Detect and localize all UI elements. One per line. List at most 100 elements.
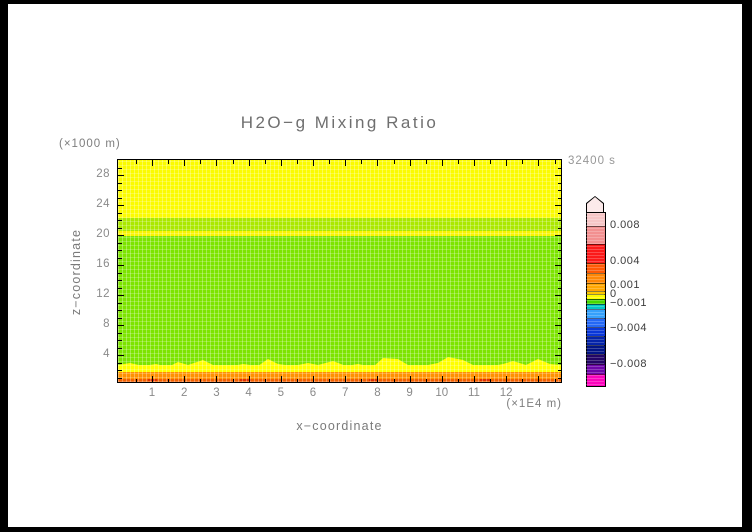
tick-mark — [248, 376, 250, 382]
tick-mark — [557, 340, 561, 341]
tick-mark — [329, 378, 331, 382]
tick-mark — [345, 376, 347, 382]
tick-mark — [409, 160, 411, 166]
x-axis-unit-label: (×1E4 m) — [506, 398, 562, 410]
chart-title: H2O−g Mixing Ratio — [240, 113, 439, 132]
tick-mark — [232, 160, 234, 164]
tick-mark — [296, 160, 298, 164]
colorbar-label: −0.004 — [610, 322, 647, 334]
x-tick-label: 9 — [406, 387, 413, 399]
tick-mark — [118, 265, 124, 266]
tick-mark — [118, 310, 122, 311]
tick-mark — [557, 362, 561, 364]
tick-mark — [168, 160, 170, 164]
tick-mark — [557, 182, 561, 184]
tick-mark — [329, 160, 331, 164]
tick-mark — [554, 160, 556, 164]
tick-mark — [557, 370, 561, 371]
tick-mark — [118, 332, 122, 334]
colorbar-segment — [587, 244, 605, 263]
frame-right — [742, 0, 752, 532]
tick-mark — [393, 378, 395, 382]
tick-mark — [522, 378, 524, 382]
tick-mark — [557, 250, 561, 251]
tick-mark — [200, 378, 202, 382]
field-band — [118, 235, 561, 365]
tick-mark — [184, 376, 186, 382]
colorbar-segment — [587, 304, 605, 309]
y-axis-title: z−coordinate — [69, 228, 83, 316]
colorbar-segment — [587, 299, 605, 304]
tick-mark — [296, 378, 298, 382]
x-tick-label: 5 — [277, 387, 284, 399]
x-axis-title: x−coordinate — [296, 419, 383, 433]
y-tick-label: 28 — [96, 168, 110, 180]
tick-mark — [555, 325, 561, 326]
tick-mark — [184, 160, 186, 166]
tick-mark — [135, 378, 137, 382]
colorbar-segment — [587, 345, 605, 354]
tick-mark — [377, 376, 379, 382]
tick-mark — [118, 362, 122, 364]
tick-mark — [474, 160, 475, 166]
colorbar-segment — [587, 327, 605, 336]
tick-mark — [135, 160, 137, 164]
tick-mark — [118, 317, 122, 319]
tick-mark — [118, 190, 122, 191]
tick-mark — [313, 376, 314, 382]
tick-mark — [506, 376, 508, 382]
tick-mark — [393, 160, 395, 164]
tick-mark — [557, 332, 561, 334]
colorbar-label: −0.008 — [610, 358, 647, 370]
tick-mark — [554, 378, 556, 382]
timestamp-label: 32400 s — [568, 155, 616, 167]
tick-mark — [345, 160, 347, 166]
colorbar-label: 0.004 — [610, 255, 641, 267]
tick-mark — [216, 376, 218, 382]
tick-mark — [118, 250, 122, 251]
colorbar-arrow-cap — [586, 196, 604, 213]
tick-mark — [557, 167, 561, 169]
tick-mark — [280, 376, 282, 382]
tick-mark — [555, 265, 561, 266]
x-tick-label: 7 — [341, 387, 349, 399]
tick-mark — [557, 242, 561, 244]
y-tick-label: 24 — [96, 198, 110, 210]
tick-mark — [557, 302, 561, 304]
tick-mark — [118, 220, 122, 221]
tick-mark — [474, 376, 475, 382]
tick-mark — [522, 160, 524, 164]
tick-mark — [490, 378, 492, 382]
tick-mark — [538, 160, 540, 166]
tick-mark — [313, 160, 314, 166]
x-tick-label: 2 — [180, 387, 188, 399]
x-tick-label: 10 — [435, 387, 449, 399]
y-tick-label: 16 — [96, 258, 110, 270]
y-tick-label: 8 — [103, 318, 110, 330]
tick-mark — [118, 272, 122, 274]
tick-mark — [118, 287, 122, 289]
colorbar-segment — [587, 309, 605, 318]
frame-left — [0, 0, 8, 532]
tick-mark — [555, 235, 561, 236]
y-tick-label: 4 — [103, 348, 110, 360]
colorbar-arrow-cap-fill — [587, 197, 603, 213]
tick-mark — [555, 175, 561, 176]
field-band — [118, 217, 561, 231]
x-tick-label: 1 — [148, 387, 156, 399]
tick-mark — [200, 160, 202, 164]
tick-mark — [557, 257, 561, 259]
y-tick-label: 20 — [96, 228, 110, 240]
tick-mark — [557, 227, 561, 229]
tick-mark — [118, 325, 124, 326]
tick-mark — [118, 212, 122, 214]
x-tick-label: 8 — [374, 387, 381, 399]
x-tick-label: 11 — [468, 387, 480, 399]
tick-mark — [280, 160, 282, 166]
colorbar-segment — [587, 336, 605, 345]
tick-mark — [361, 160, 363, 164]
tick-mark — [118, 295, 124, 296]
tick-mark — [118, 377, 122, 379]
tick-mark — [441, 376, 443, 382]
